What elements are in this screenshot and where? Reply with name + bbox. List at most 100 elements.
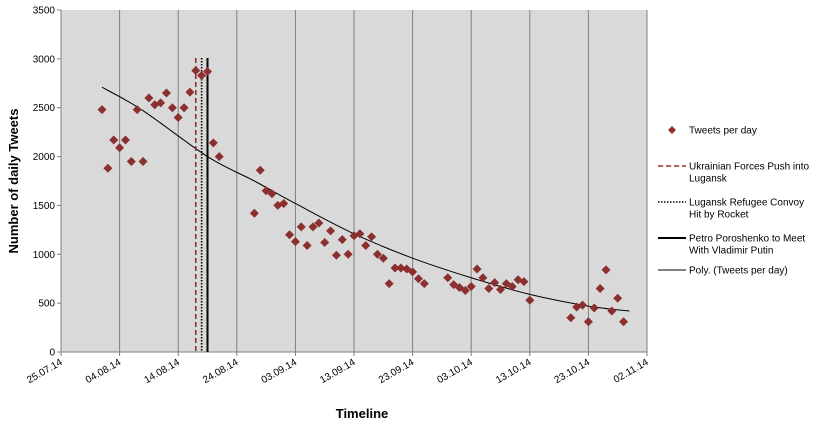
data-point	[314, 218, 324, 228]
data-point	[290, 237, 300, 247]
data-point	[97, 105, 107, 115]
y-tick-label: 500	[38, 299, 55, 310]
data-point	[595, 283, 605, 293]
y-tick-label: 0	[49, 348, 55, 359]
x-tick-label: 25.07.14	[25, 357, 65, 386]
legend-label: Petro Poroshenko to Meet	[689, 234, 805, 245]
data-point	[419, 279, 429, 289]
data-point	[396, 263, 406, 273]
data-point	[525, 295, 535, 305]
data-point	[472, 264, 482, 274]
data-point	[460, 285, 470, 295]
grid-lines	[57, 9, 648, 356]
data-point	[566, 313, 576, 323]
data-point	[161, 88, 171, 98]
data-point	[197, 70, 207, 80]
data-point	[308, 222, 318, 232]
data-point	[589, 303, 599, 313]
legend-label: Tweets per day	[689, 126, 757, 137]
x-tick-label: 24.08.14	[201, 357, 241, 386]
data-point	[302, 240, 312, 250]
data-point	[578, 300, 588, 310]
data-point	[203, 67, 212, 77]
y-tick-label: 2000	[33, 152, 56, 163]
data-point	[413, 274, 423, 284]
data-point	[355, 229, 365, 239]
data-point	[343, 249, 353, 259]
data-point	[179, 103, 189, 113]
y-tick-label: 3000	[33, 54, 56, 65]
x-tick-label: 02.11.14	[612, 357, 651, 386]
data-point	[490, 278, 500, 288]
y-axis-title: Number of daily Tweets	[6, 109, 21, 254]
data-point	[267, 189, 277, 199]
data-point	[372, 249, 382, 259]
data-point	[208, 138, 218, 148]
y-tick-label: 2500	[33, 103, 56, 114]
data-point	[214, 152, 224, 162]
data-point	[255, 165, 265, 175]
legend-label: Poly. (Tweets per day)	[689, 266, 788, 277]
data-point	[138, 156, 148, 166]
data-point	[132, 105, 142, 115]
legend-label: Hit by Rocket	[689, 210, 749, 221]
data-point	[478, 273, 488, 283]
legend-marker	[668, 126, 676, 134]
y-tick-labels: 0 500 1000 1500 2000 2500 3000 3500	[33, 6, 56, 359]
data-point	[507, 282, 517, 292]
data-point	[613, 293, 623, 303]
data-point	[601, 265, 611, 275]
data-point	[361, 240, 371, 250]
data-point	[285, 230, 295, 240]
data-point	[109, 135, 119, 145]
data-point	[331, 250, 341, 260]
y-tick-label: 1000	[33, 250, 56, 261]
axes	[60, 10, 647, 353]
data-point	[120, 135, 130, 145]
data-points	[97, 66, 629, 327]
x-tick-label: 23.09.14	[377, 357, 417, 386]
legend-label: Lugansk Refugee Convoy	[689, 198, 804, 209]
data-point	[191, 66, 201, 76]
data-point	[126, 156, 136, 166]
data-point	[296, 222, 306, 232]
data-point	[167, 103, 177, 113]
x-tick-label: 13.09.14	[318, 357, 358, 386]
x-tick-label: 04.08.14	[84, 357, 124, 386]
x-tick-label: 03.10.14	[435, 357, 475, 386]
data-point	[115, 143, 125, 153]
y-tick-label: 3500	[33, 6, 56, 17]
data-point	[326, 226, 336, 236]
legend-label: Ukrainian Forces Push into	[689, 162, 809, 173]
data-point	[156, 98, 166, 108]
data-point	[173, 112, 183, 122]
x-tick-labels: 25.07.14 04.08.14 14.08.14 24.08.14 03.09.14…	[25, 357, 651, 386]
data-point	[185, 87, 195, 97]
data-point	[390, 263, 400, 273]
legend-label: With Vladimir Putin	[689, 246, 773, 257]
data-point	[519, 277, 529, 287]
data-point	[367, 232, 377, 242]
y-tick-label: 1500	[33, 201, 56, 212]
data-point	[384, 279, 394, 289]
data-point	[484, 283, 494, 293]
data-point	[320, 238, 330, 248]
data-point	[103, 163, 113, 173]
x-tick-label: 13.10.14	[494, 357, 534, 386]
data-point	[466, 282, 476, 292]
x-tick-label: 03.09.14	[260, 357, 300, 386]
data-point	[496, 284, 505, 294]
x-tick-label: 14.08.14	[142, 357, 182, 386]
x-axis-title: Timeline	[336, 406, 389, 421]
data-point	[619, 317, 629, 327]
data-point	[144, 93, 154, 103]
data-point	[443, 273, 453, 283]
data-point	[378, 253, 388, 263]
data-point	[408, 267, 418, 277]
legend-label: Lugansk	[689, 174, 728, 185]
event-lines	[194, 58, 209, 352]
data-point	[337, 235, 347, 245]
legend: Tweets per day Ukrainian Forces Push into…	[658, 126, 809, 277]
x-tick-label: 23.10.14	[553, 357, 593, 386]
